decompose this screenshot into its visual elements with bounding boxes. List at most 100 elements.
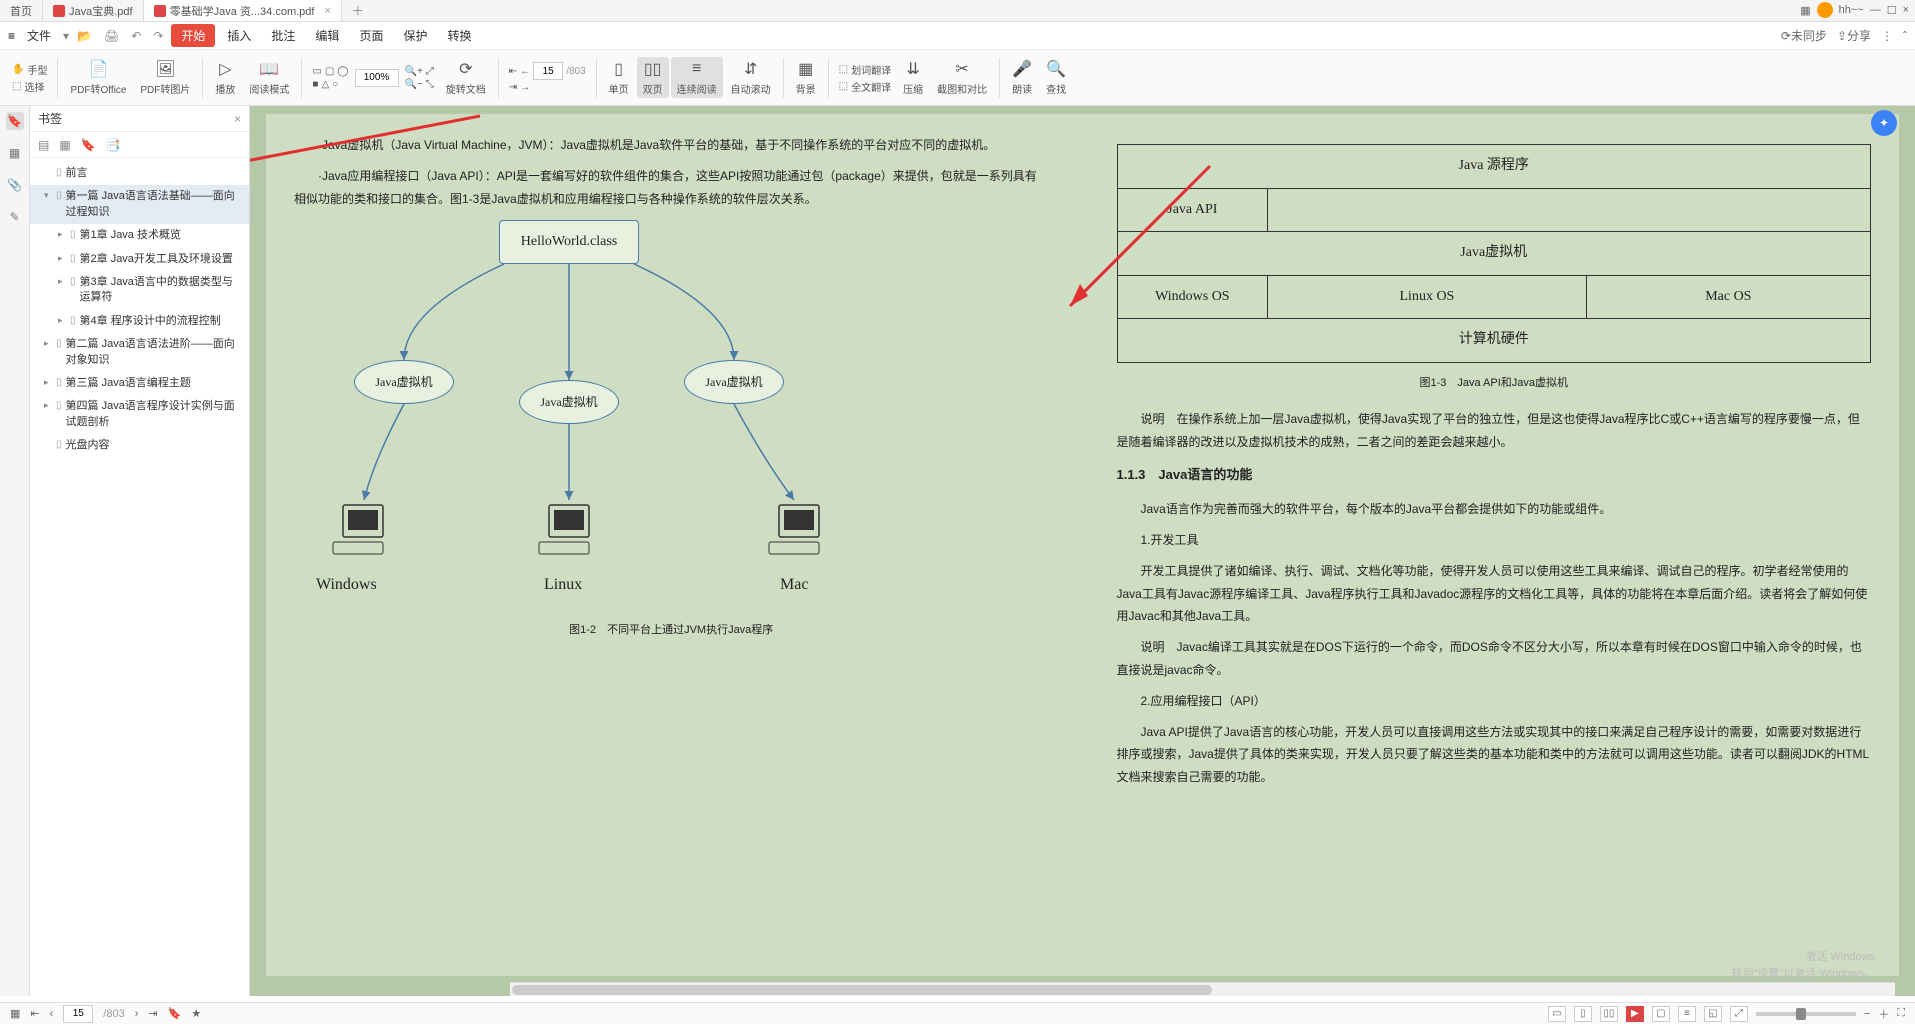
sb-view6-icon[interactable]: ≡ <box>1678 1006 1696 1022</box>
snapshot-compare-button[interactable]: ✂截图和对比 <box>931 57 993 98</box>
bookmark-item[interactable]: ▸▯第三篇 Java语言编程主题 <box>30 372 249 395</box>
share-label[interactable]: ⇪分享 <box>1837 27 1871 44</box>
menu-protect[interactable]: 保护 <box>395 23 435 48</box>
page-input-tb[interactable] <box>533 62 563 80</box>
close-panel-icon[interactable]: × <box>234 112 241 126</box>
full-translate-button[interactable]: ⬚全文翻译 <box>839 79 891 94</box>
sb-next-icon[interactable]: › <box>135 1008 139 1020</box>
next-page-icon[interactable]: → <box>520 82 530 93</box>
bookmark-item[interactable]: ▸▯第二篇 Java语言语法进阶——面向对象知识 <box>30 333 249 372</box>
sb-view3-icon[interactable]: ▯▯ <box>1600 1006 1618 1022</box>
hand-tool[interactable]: ✋手型 <box>12 62 47 77</box>
undo-icon[interactable]: ↶ <box>131 29 141 43</box>
redo-icon[interactable]: ↷ <box>153 29 163 43</box>
sb-slider[interactable] <box>1756 1012 1856 1016</box>
shape-tri-icon[interactable]: △ <box>321 79 329 90</box>
tab-home[interactable]: 首页 <box>0 0 43 21</box>
first-page-icon[interactable]: ⇤ <box>509 66 517 77</box>
sb-last-icon[interactable]: ⇥ <box>148 1007 157 1020</box>
collapse-icon[interactable]: ˆ <box>1903 29 1907 43</box>
page-input-sb[interactable] <box>63 1005 93 1023</box>
more-icon[interactable]: ⋮ <box>1881 29 1893 43</box>
unsync-label[interactable]: ⟳未同步 <box>1781 27 1827 44</box>
select-tool[interactable]: ⬚选择 <box>12 79 47 94</box>
zoom-fit-icon[interactable]: ⤢ <box>426 66 434 77</box>
print-icon[interactable]: 🖨 <box>104 29 119 43</box>
zoom-minus-icon[interactable]: − <box>1864 1008 1870 1020</box>
sb-view4-icon[interactable]: ▶ <box>1626 1006 1644 1022</box>
pdf-to-office-button[interactable]: 📄PDF转Office <box>64 57 132 98</box>
menu-page[interactable]: 页面 <box>351 23 391 48</box>
dropdown-icon[interactable]: ▾ <box>63 29 69 43</box>
compress-button[interactable]: ⇊压缩 <box>897 57 929 98</box>
app-menu-icon[interactable]: ≡ <box>8 29 15 43</box>
bookmark-item[interactable]: ▸▯第3章 Java语言中的数据类型与运算符 <box>30 271 249 310</box>
rotate-button[interactable]: ⟳旋转文档 <box>440 57 492 98</box>
bookmark-item[interactable]: ▸▯第四篇 Java语言程序设计实例与面试题剖析 <box>30 395 249 434</box>
bm-tool1-icon[interactable]: ▤ <box>38 138 49 152</box>
play-button[interactable]: ▷播放 <box>209 57 241 98</box>
single-page-button[interactable]: ▯单页 <box>603 57 635 98</box>
continuous-button[interactable]: ≡连续阅读 <box>671 57 723 98</box>
horizontal-scrollbar[interactable] <box>510 982 1895 996</box>
sb-thumbnails-icon[interactable]: ▦ <box>10 1007 20 1020</box>
bm-tool4-icon[interactable]: 📑 <box>106 138 121 152</box>
sb-view2-icon[interactable]: ▯ <box>1574 1006 1592 1022</box>
shape-rect-icon[interactable]: ▭ <box>312 66 321 77</box>
bookmark-item[interactable]: ▸▯第4章 程序设计中的流程控制 <box>30 310 249 333</box>
zoom-fit2-icon[interactable]: ⤡ <box>426 79 434 90</box>
word-translate-button[interactable]: ⬚划词翻译 <box>839 62 891 77</box>
bookmark-item[interactable]: ▾▯第一篇 Java语言语法基础——面向过程知识 <box>30 185 249 224</box>
bm-tool2-icon[interactable]: ▦ <box>59 138 70 152</box>
shape-circ-icon[interactable]: ○ <box>332 79 338 90</box>
read-aloud-button[interactable]: 🎤朗读 <box>1006 57 1038 98</box>
avatar[interactable] <box>1817 2 1833 18</box>
zoom-in-icon[interactable]: 🔍+ <box>405 66 423 77</box>
minimize-icon[interactable]: — <box>1870 4 1881 16</box>
grid-icon[interactable]: ▦ <box>1800 4 1810 17</box>
menu-start[interactable]: 开始 <box>171 24 215 47</box>
close-window-icon[interactable]: × <box>1903 4 1909 16</box>
tab-file2[interactable]: 零基础学Java 资...34.com.pdf× <box>144 0 342 21</box>
sb-fit2-icon[interactable]: ⤢ <box>1730 1006 1748 1022</box>
bookmark-item[interactable]: ▯前言 <box>30 162 249 185</box>
tab-file1[interactable]: Java宝典.pdf <box>43 0 144 21</box>
assistant-badge[interactable]: ✦ <box>1871 110 1897 136</box>
prev-page-icon[interactable]: ← <box>520 66 530 77</box>
menu-convert[interactable]: 转换 <box>439 23 479 48</box>
last-page-icon[interactable]: ⇥ <box>509 82 517 93</box>
menu-insert[interactable]: 插入 <box>219 23 259 48</box>
sb-mark-icon[interactable]: ★ <box>191 1007 201 1020</box>
menu-file[interactable]: 文件 <box>19 23 59 48</box>
sb-bookmark-icon[interactable]: 🔖 <box>168 1007 182 1020</box>
signature-icon[interactable]: ✎ <box>6 208 24 226</box>
sb-first-icon[interactable]: ⇤ <box>30 1007 39 1020</box>
bookmark-item[interactable]: ▸▯第2章 Java开发工具及环境设置 <box>30 248 249 271</box>
document-viewport[interactable]: ·Java虚拟机（Java Virtual Machine，JVM）：Java虚… <box>250 106 1915 996</box>
scrollbar-thumb[interactable] <box>512 985 1212 995</box>
zoom-input[interactable] <box>355 69 399 87</box>
sb-view5-icon[interactable]: ▢ <box>1652 1006 1670 1022</box>
menu-edit[interactable]: 编辑 <box>307 23 347 48</box>
sb-prev-icon[interactable]: ‹ <box>50 1008 54 1020</box>
double-page-button[interactable]: ▯▯双页 <box>637 57 669 98</box>
shape-fill-icon[interactable]: ■ <box>312 79 318 90</box>
bookmark-item[interactable]: ▯光盘内容 <box>30 434 249 457</box>
bookmark-item[interactable]: ▸▯第1章 Java 技术概览 <box>30 224 249 247</box>
background-button[interactable]: ▦背景 <box>790 57 822 98</box>
zoom-plus-icon[interactable]: ＋ <box>1878 1006 1889 1022</box>
shape-rrect-icon[interactable]: ▢ <box>325 66 334 77</box>
find-button[interactable]: 🔍查找 <box>1040 57 1072 98</box>
sb-view1-icon[interactable]: ▭ <box>1548 1006 1566 1022</box>
maximize-icon[interactable]: ☐ <box>1887 4 1897 17</box>
bm-tool3-icon[interactable]: 🔖 <box>81 138 96 152</box>
read-mode-button[interactable]: 📖阅读模式 <box>243 57 295 98</box>
bookmark-icon[interactable]: 🔖 <box>6 112 24 130</box>
shape-oval-icon[interactable]: ◯ <box>337 66 348 77</box>
fullscreen-icon[interactable]: ⛶ <box>1897 1007 1905 1020</box>
attachment-icon[interactable]: 📎 <box>6 176 24 194</box>
menu-annotate[interactable]: 批注 <box>263 23 303 48</box>
autoscroll-button[interactable]: ⇵自动滚动 <box>725 57 777 98</box>
thumbnails-icon[interactable]: ▦ <box>6 144 24 162</box>
new-tab-button[interactable]: ＋ <box>342 2 374 19</box>
